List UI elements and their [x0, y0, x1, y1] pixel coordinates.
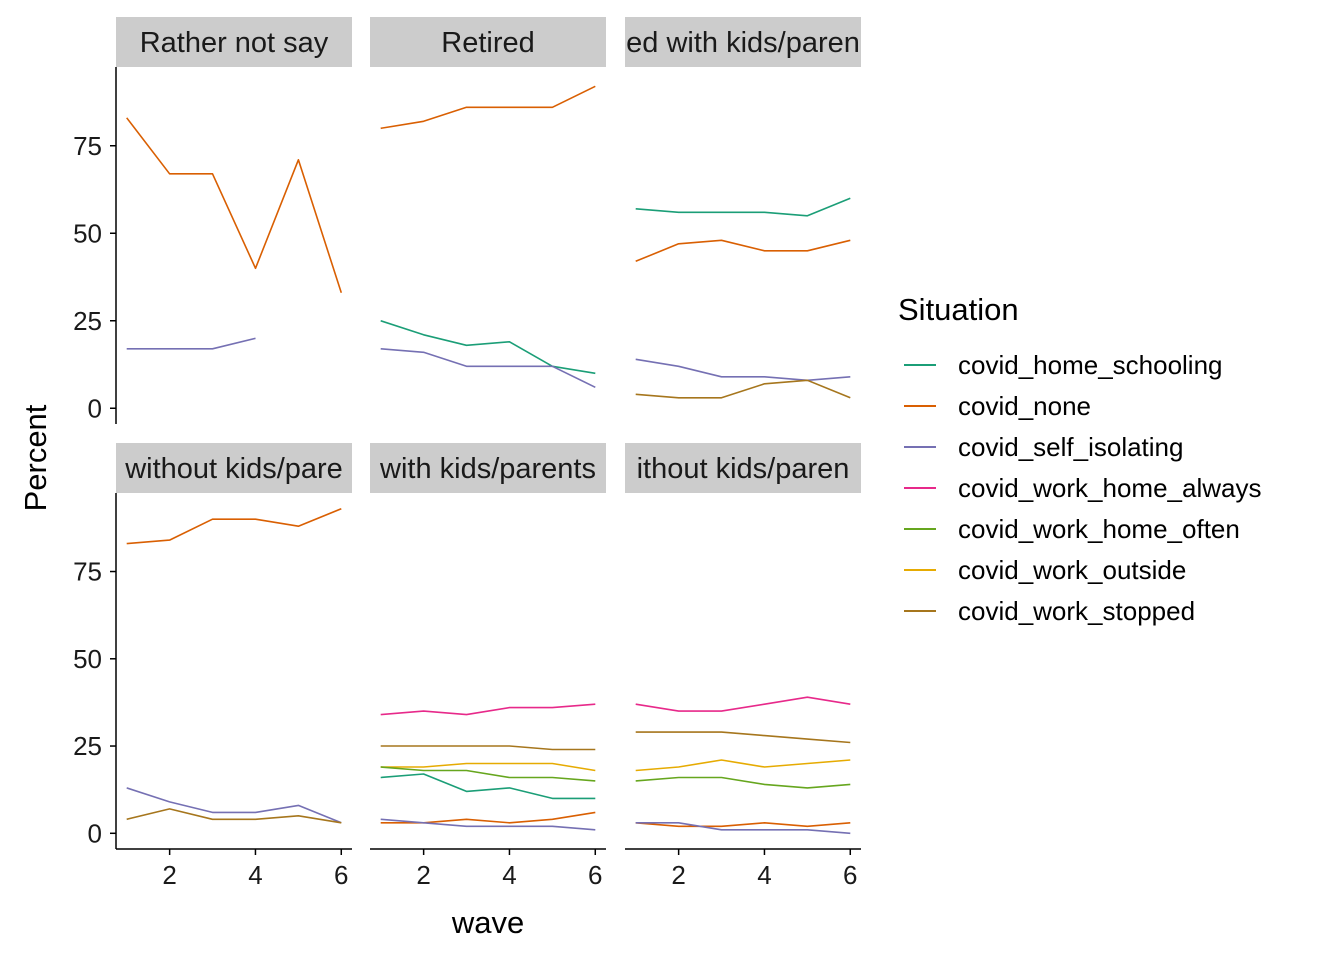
- series-line-covid-self-isolating: [126, 337, 256, 350]
- series-line-covid-self-isolating: [380, 348, 596, 389]
- series-line-covid-home-schooling: [380, 773, 596, 800]
- facet-strip: [116, 443, 352, 493]
- series-line-covid-work-home-often: [635, 776, 851, 789]
- facet-strip-title: without kids/pare: [124, 453, 343, 485]
- facet-strip-title: with kids/parents: [379, 453, 596, 485]
- series-line-covid-work-outside: [380, 762, 596, 772]
- series-line-covid-self-isolating: [635, 821, 851, 835]
- series-line-covid-work-home-always: [380, 703, 596, 716]
- x-tick-label: 2: [416, 860, 430, 890]
- y-tick-label: 50: [73, 218, 102, 248]
- x-axis-title: wave: [451, 905, 524, 940]
- legend-label-covid-self-isolating: covid_self_isolating: [958, 432, 1183, 462]
- y-tick-label: 50: [73, 644, 102, 674]
- x-tick-label: 4: [248, 860, 262, 890]
- series-line-covid-none: [635, 821, 851, 828]
- series-line-covid-work-stopped: [635, 731, 851, 744]
- series-line-covid-work-stopped: [635, 379, 851, 399]
- facet-panel-4: without kids/pare 0 25 50 75 2 4 6: [73, 443, 352, 890]
- series-line-covid-none: [126, 117, 343, 294]
- legend-label-covid-work-stopped: covid_work_stopped: [958, 596, 1195, 626]
- x-tick-label: 6: [334, 860, 348, 890]
- y-tick-label: 0: [88, 818, 102, 848]
- facet-strip-title: ithout kids/paren: [637, 453, 850, 485]
- series-line-covid-work-home-often: [380, 766, 596, 782]
- facet-strip-title: ed with kids/paren: [626, 27, 860, 59]
- facet-strip: [625, 17, 861, 67]
- legend-label-covid-work-home-often: covid_work_home_often: [958, 514, 1240, 544]
- legend-label-covid-home-schooling: covid_home_schooling: [958, 350, 1223, 380]
- y-tick-label: 75: [73, 557, 102, 587]
- y-tick-label: 25: [73, 731, 102, 761]
- x-tick-label: 4: [757, 860, 771, 890]
- series-line-covid-home-schooling: [380, 320, 596, 375]
- facet-strip: [370, 443, 606, 493]
- facet-panel-2: Retired: [370, 17, 606, 389]
- facet-panel-5: with kids/parents 2 4 6: [370, 443, 606, 890]
- facet-strip-title: Retired: [441, 27, 535, 59]
- series-line-covid-none: [126, 507, 342, 545]
- series-line-covid-self-isolating: [126, 787, 342, 824]
- facet-strip-title: Rather not say: [140, 27, 329, 59]
- x-tick-label: 6: [843, 860, 857, 890]
- series-line-covid-work-outside: [635, 759, 851, 772]
- facet-strip: [370, 17, 606, 67]
- legend: covid_home_schooling covid_none covid_self…: [904, 350, 1261, 626]
- legend-label-covid-none: covid_none: [958, 391, 1091, 421]
- series-line-covid-work-home-always: [635, 696, 851, 712]
- y-axis-title: Percent: [18, 404, 53, 511]
- series-line-covid-work-stopped: [380, 745, 596, 751]
- x-tick-label: 2: [671, 860, 685, 890]
- legend-title: Situation: [898, 292, 1019, 327]
- y-tick-label: 0: [88, 393, 102, 423]
- y-tick-label: 75: [73, 131, 102, 161]
- facet-panel-3: ed with kids/paren: [625, 17, 861, 399]
- facet-strip: [116, 17, 352, 67]
- x-tick-label: 6: [588, 860, 602, 890]
- x-tick-label: 2: [162, 860, 176, 890]
- y-tick-label: 25: [73, 306, 102, 336]
- facet-strip: [625, 443, 861, 493]
- facet-panel-6: ithout kids/paren 2 4 6: [625, 443, 861, 890]
- series-line-covid-home-schooling: [635, 197, 851, 217]
- x-tick-label: 4: [502, 860, 516, 890]
- series-line-covid-work-stopped: [126, 808, 342, 824]
- legend-label-covid-work-home-always: covid_work_home_always: [958, 473, 1261, 503]
- series-line-covid-self-isolating: [380, 818, 596, 831]
- series-line-covid-none: [635, 239, 851, 263]
- facet-panel-1: Rather not say 0 25 50 75: [73, 17, 352, 424]
- series-line-covid-self-isolating: [635, 358, 851, 382]
- series-line-covid-none: [380, 85, 596, 130]
- legend-label-covid-work-outside: covid_work_outside: [958, 555, 1186, 585]
